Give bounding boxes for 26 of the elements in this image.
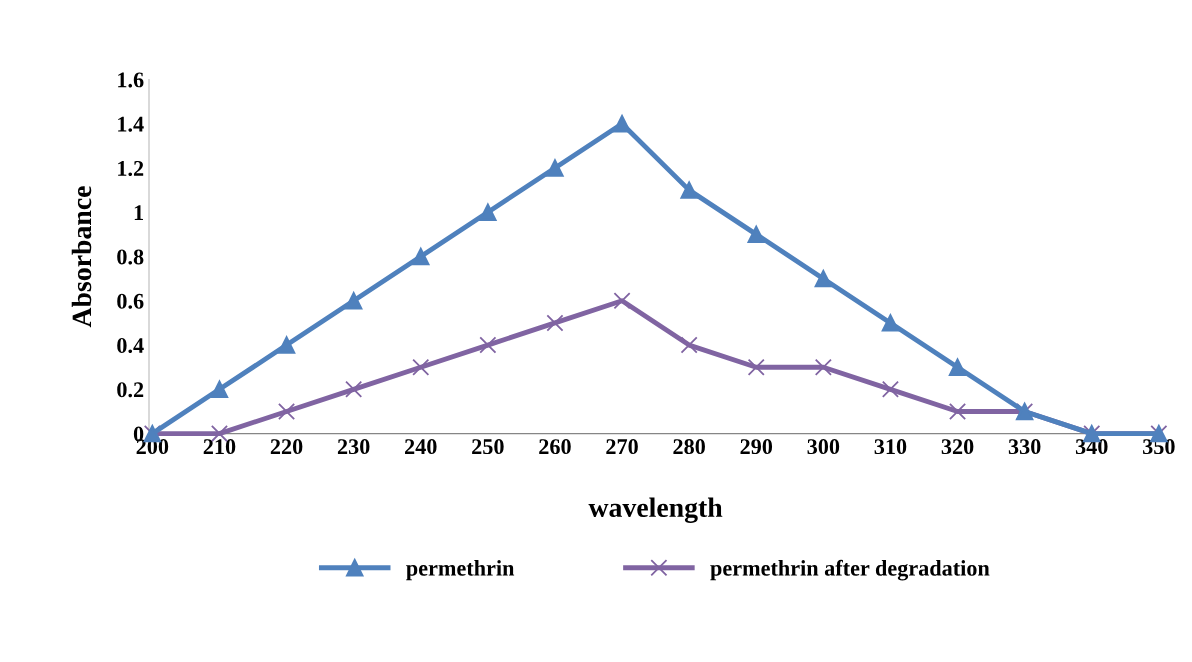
y-tick-label: 1.2 bbox=[118, 160, 144, 177]
y-axis-title: Absorbance bbox=[71, 186, 92, 328]
x-axis-title: wavelength bbox=[588, 497, 723, 523]
legend-label: permethrin after degradation bbox=[710, 559, 990, 581]
y-tick-label: 0.8 bbox=[117, 249, 144, 265]
x-tick-label: 330 bbox=[1008, 439, 1041, 455]
y-tick-label: 1.6 bbox=[118, 72, 144, 88]
x-tick-label: 320 bbox=[941, 439, 974, 455]
x-tick-label: 300 bbox=[807, 439, 840, 455]
x-tick-label: 290 bbox=[740, 439, 773, 455]
x-tick-label: 240 bbox=[405, 439, 437, 455]
x-tick-label: 210 bbox=[203, 439, 236, 455]
y-tick-label: 1.4 bbox=[118, 116, 144, 132]
x-tick-label: 260 bbox=[539, 439, 571, 455]
x-tick-label: 340 bbox=[1075, 439, 1108, 455]
y-tick-label: 1 bbox=[134, 205, 143, 220]
x-tick-label: 270 bbox=[606, 439, 638, 455]
x-tick-label: 310 bbox=[874, 439, 907, 455]
y-tick-label: 0.4 bbox=[117, 338, 144, 354]
y-tick-label: 0.2 bbox=[117, 382, 144, 398]
legend-label: permethrin bbox=[406, 560, 515, 581]
x-tick-label: 220 bbox=[270, 439, 303, 455]
x-tick-label: 250 bbox=[472, 439, 504, 455]
x-tick-label: 280 bbox=[673, 439, 705, 455]
y-tick-label: 0.6 bbox=[117, 293, 144, 309]
x-tick-label: 230 bbox=[337, 439, 370, 455]
